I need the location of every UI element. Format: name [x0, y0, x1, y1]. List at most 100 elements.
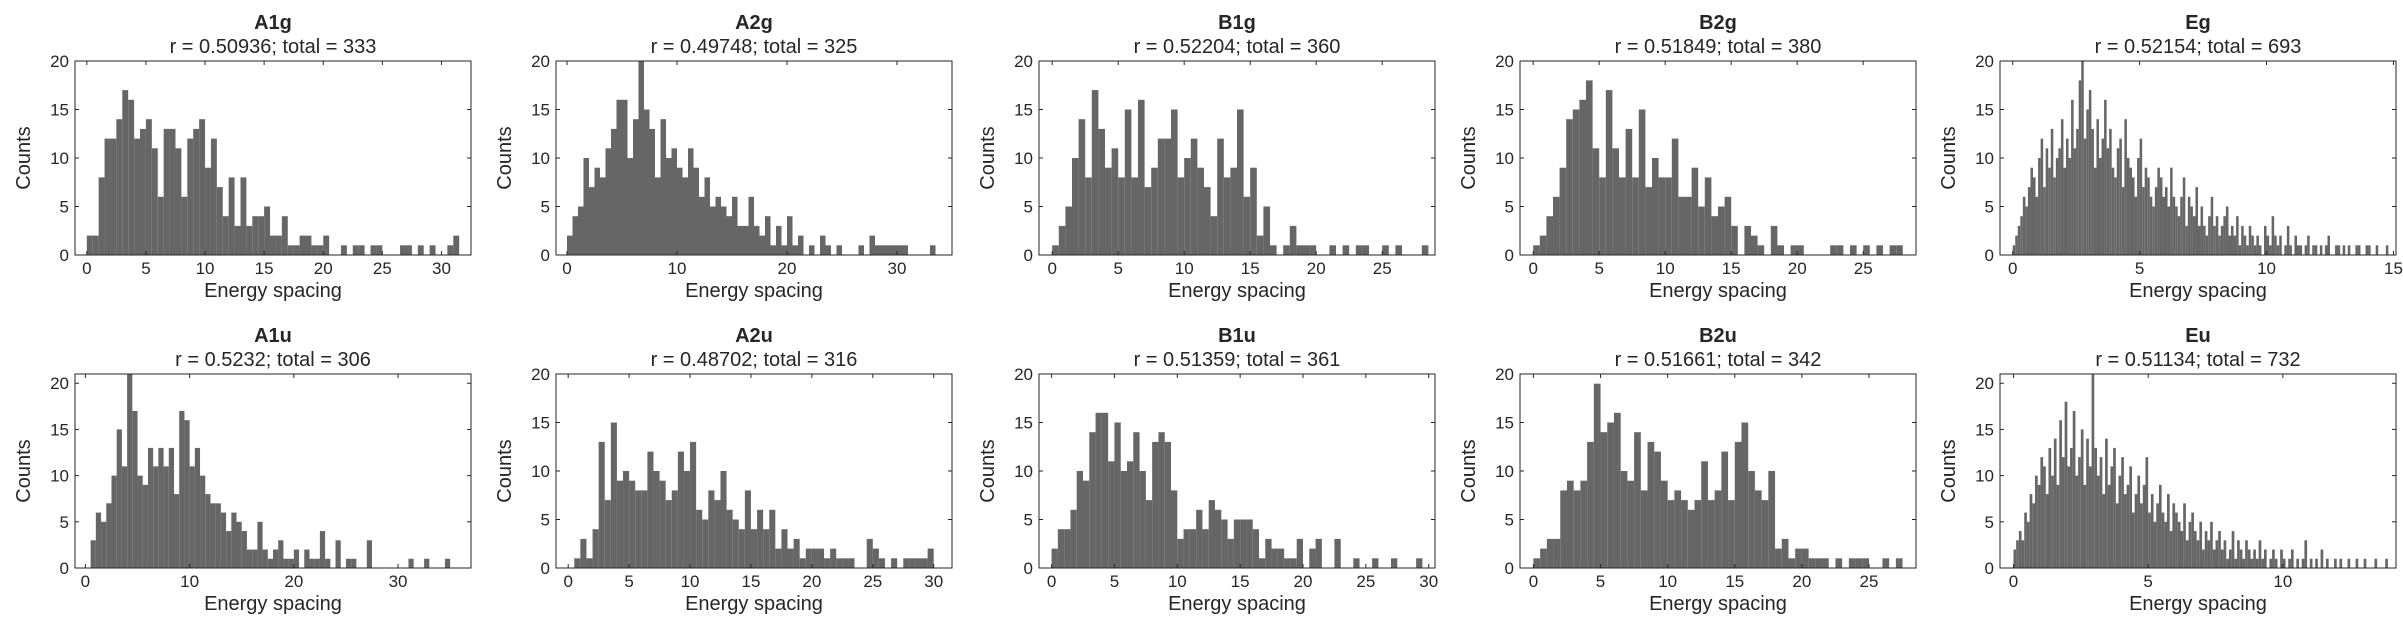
chart-a1g-bar [145, 119, 152, 255]
chart-eg-bar [2327, 235, 2330, 255]
chart-a2g-bar [858, 245, 864, 255]
chart-eg-bar [2060, 119, 2064, 255]
chart-b2u-y-tick-label: 5 [1505, 511, 1514, 530]
chart-a2u-bar [671, 490, 678, 568]
chart-eg-bar [2111, 167, 2115, 255]
chart-eu-bar [2180, 531, 2184, 568]
chart-a1u-bar [226, 531, 232, 568]
chart-a2u-bar [659, 480, 666, 568]
chart-a1u-bar [366, 540, 372, 568]
chart-a2u-bar [641, 490, 648, 568]
chart-eu-bar [2242, 558, 2246, 568]
chart-a2g-bar [638, 61, 644, 255]
chart-a2u-x-tick-label: 30 [924, 572, 943, 591]
chart-b1u-bar [1227, 538, 1234, 568]
chart-eg-bar [2266, 235, 2270, 255]
chart-eu-bar [2196, 540, 2200, 568]
chart-eu-y-tick-label: 15 [1975, 420, 1994, 439]
chart-a1u-x-tick-label: 0 [81, 572, 90, 591]
chart-b2g-bar [1658, 177, 1666, 255]
chart-eg-y-axis-label: Counts [1938, 126, 1960, 189]
chart-b2g-bar [1619, 177, 1626, 255]
chart-a2g-bar [627, 158, 633, 255]
chart-eu-bar [2070, 447, 2073, 568]
chart-b2g-bar [1698, 206, 1705, 255]
chart-a1u-bar [252, 549, 258, 568]
chart-b2g-y-axis-label: Counts [1458, 126, 1480, 189]
chart-eg-x-tick-label: 5 [2135, 259, 2144, 278]
chart-b2u-bar [1553, 538, 1561, 568]
chart-eu-bar [2167, 494, 2170, 568]
chart-eu-bar [2045, 494, 2049, 568]
chart-b2g-bar [1572, 109, 1580, 255]
chart-b2u-y-axis-label: Counts [1458, 439, 1480, 502]
chart-eu-bar [2110, 466, 2114, 568]
chart-eg-bar [2121, 187, 2125, 255]
chart-eg-bar [2147, 177, 2150, 255]
chart-a2u-x-tick-label: 25 [863, 572, 882, 591]
chart-eu-bar [2290, 549, 2294, 568]
chart-eu-bar [2212, 549, 2216, 568]
chart-b1u-bar [1252, 529, 1259, 568]
chart-b2u-panel: 0 5 10 15 20 25 0 5 10 15 20 Energy spacing Counts B2… [1458, 325, 1917, 615]
chart-a1g-y-tick-label: 15 [50, 101, 69, 120]
chart-eu-bar [2202, 549, 2205, 568]
chart-a2u-subtitle: r = 0.48702; total = 316 [651, 349, 858, 371]
chart-b1g-bar [1250, 167, 1257, 255]
chart-b2u-bar [1862, 558, 1870, 568]
chart-a1u-panel: 0 10 20 30 0 5 10 15 20 Energy spacing Counts A1ur … [13, 325, 472, 615]
chart-a2g-bar [721, 206, 727, 255]
chart-a2g-bar [737, 225, 743, 255]
chart-b1u-bar [1259, 558, 1266, 568]
chart-eu-bar [2118, 475, 2122, 568]
chart-a2g-bar [825, 245, 831, 255]
chart-eg-bar [2299, 245, 2303, 255]
chart-a2g-panel: 0 10 20 30 0 5 10 15 20 Energy spacing Counts A2gr … [494, 12, 953, 302]
chart-b1u-x-axis-label: Energy spacing [1168, 593, 1306, 615]
chart-eg-bar [2020, 216, 2023, 255]
chart-eg-x-tick-label: 10 [2257, 259, 2276, 278]
chart-eg-bar [2337, 245, 2341, 255]
chart-b1g-bar [1243, 196, 1251, 255]
chart-eg-bar [2190, 206, 2193, 255]
chart-eg-bar [2076, 128, 2079, 255]
chart-eg-bar [2157, 167, 2160, 255]
chart-b1g-bar [1124, 109, 1132, 255]
chart-b2u-bar [1687, 509, 1695, 568]
chart-b1u-bar [1196, 509, 1203, 568]
chart-a2u-bar [799, 558, 806, 568]
chart-eg-bar [2195, 187, 2198, 255]
chart-b2u-bar [1882, 558, 1890, 568]
chart-b2g-bar [1553, 196, 1560, 255]
chart-a1u-bar [325, 558, 331, 568]
chart-a1u-bar [137, 475, 143, 568]
chart-a1g-bar [352, 245, 359, 255]
chart-a1u-bar [293, 549, 300, 568]
chart-b1u-bar [1152, 441, 1159, 568]
chart-eu-bar [2043, 466, 2046, 568]
chart-a2u-bar [909, 558, 916, 568]
chart-a2u-panel: 0 5 10 15 20 25 30 0 5 10 15 20 Energy spacing Counts… [494, 325, 953, 615]
chart-eg-bar [2297, 245, 2300, 255]
chart-eg-bar [2144, 167, 2148, 255]
chart-b2g-bar [1770, 225, 1778, 255]
chart-a1g-x-tick-label: 10 [196, 259, 215, 278]
chart-eg-bar [2035, 196, 2039, 255]
chart-b1u-bar [1101, 412, 1109, 568]
chart-b1u-bar [1215, 509, 1222, 568]
chart-b2g-bar [1751, 235, 1758, 255]
chart-b1u-bar [1171, 490, 1178, 568]
chart-a2g-bar [897, 245, 903, 255]
chart-a1g-bar [134, 138, 141, 255]
chart-b1g-bar [1355, 245, 1363, 255]
chart-eg-bar [2071, 99, 2074, 255]
chart-a1u-subtitle: r = 0.5232; total = 306 [175, 349, 371, 371]
chart-b2u-bar [1714, 490, 1722, 568]
chart-eg-bar [2269, 245, 2272, 255]
chart-eg-x-tick-label: 0 [2008, 259, 2017, 278]
chart-a1g-bar [453, 235, 460, 255]
chart-a2g-x-tick-label: 0 [562, 259, 571, 278]
chart-a2g-bar [655, 177, 661, 255]
chart-eg-bar [2225, 206, 2229, 255]
chart-eg-bar [2142, 187, 2145, 255]
